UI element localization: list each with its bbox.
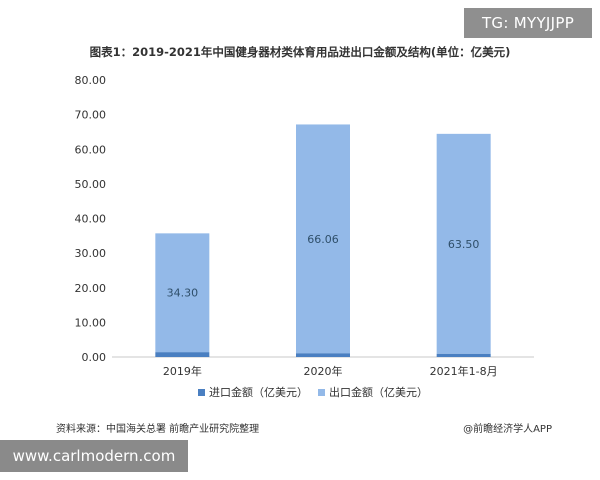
footer-credit: @前瞻经济学人APP [463, 422, 552, 435]
x-axis: 2019年 2020年 2021年1-8月 [163, 364, 498, 378]
legend-swatch [318, 389, 325, 396]
y-tick-label: 60.00 [75, 143, 107, 156]
y-tick-label: 10.00 [75, 316, 107, 329]
bar-export [296, 124, 350, 354]
x-tick-label: 2021年1-8月 [430, 364, 498, 378]
y-tick-label: 30.00 [75, 247, 107, 260]
bar-import [436, 353, 491, 357]
legend-label: 出口金额（亿美元） [329, 385, 428, 399]
legend: 进口金额（亿美元） 出口金额（亿美元） [198, 385, 428, 399]
y-tick-label: 20.00 [75, 282, 107, 295]
y-tick-label: 50.00 [75, 178, 107, 191]
x-tick-label: 2020年 [304, 364, 343, 378]
legend-swatch [198, 389, 205, 396]
legend-label: 进口金额（亿美元） [209, 385, 308, 399]
bars: 1.4134.301.1066.060.9563.50 [155, 124, 491, 357]
bar-import [155, 352, 210, 357]
y-axis: 0.00 10.00 20.00 30.00 40.00 50.00 60.00 70.00 8… [75, 74, 107, 364]
overlay-tag: TG: MYYJJPP [464, 8, 592, 38]
data-label: 34.30 [167, 287, 199, 300]
y-tick-label: 70.00 [75, 109, 107, 122]
data-label: 63.50 [448, 238, 480, 251]
overlay-url: www.carlmodern.com [0, 440, 188, 472]
bar-export [155, 233, 210, 353]
y-tick-label: 40.00 [75, 213, 107, 226]
y-tick-label: 80.00 [75, 74, 107, 87]
data-label: 66.06 [307, 233, 339, 246]
bar-import [296, 353, 350, 357]
bar-export [436, 133, 491, 354]
chart-title: 图表1：2019-2021年中国健身器材类体育用品进出口金额及结构(单位：亿美元… [90, 45, 511, 59]
y-tick-label: 0.00 [82, 351, 107, 364]
x-tick-label: 2019年 [163, 364, 202, 378]
footer-source: 资料来源：中国海关总署 前瞻产业研究院整理 [56, 422, 259, 435]
